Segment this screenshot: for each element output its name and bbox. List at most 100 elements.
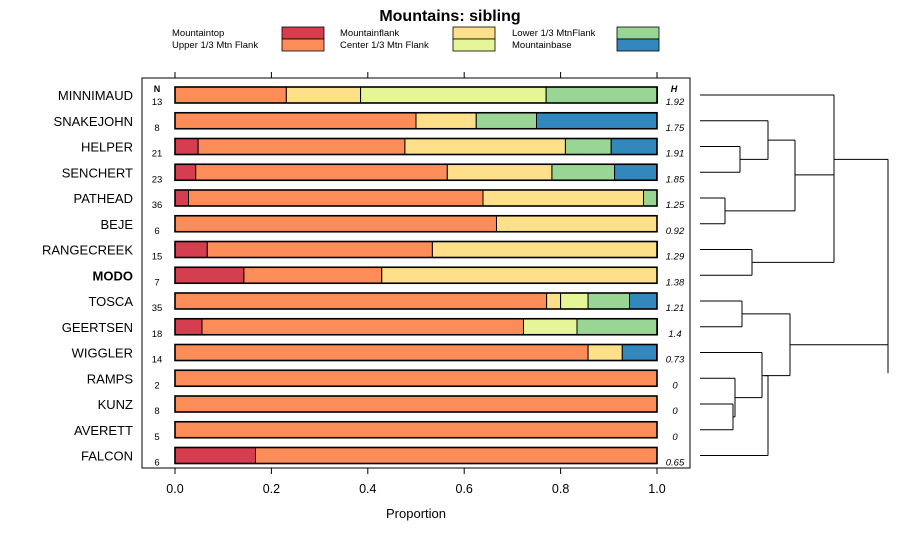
n-value-senchert: 23 — [152, 174, 163, 185]
bar-segment-modo-upper-1-3-mtn-flank — [243, 266, 383, 284]
n-value-averett: 5 — [154, 432, 159, 443]
bar-outline-geertsen — [174, 317, 658, 336]
bar-outline-helper — [174, 137, 658, 156]
bar-segment-averett-upper-1-3-mtn-flank — [174, 421, 658, 439]
bar-segment-snakejohn-mountainbase — [536, 112, 658, 130]
row-label-averett: AVERETT — [74, 423, 133, 438]
legend-label-upper-1-3-mtn-flank: Upper 1/3 Mtn Flank — [172, 40, 258, 51]
bar-segment-tosca-mountainflank — [546, 292, 562, 310]
n-value-geertsen: 18 — [152, 329, 163, 340]
bar-segment-modo-mountainflank — [381, 266, 658, 284]
bar-segment-wiggler-mountainbase — [621, 344, 658, 361]
h-value-geertsen: 1.4 — [668, 329, 681, 340]
bar-segment-snakejohn-lower-1-3-mtnflank — [475, 112, 537, 130]
bar-outline-beje — [174, 214, 658, 233]
bar-segment-snakejohn-upper-1-3-mtn-flank — [174, 112, 417, 130]
bar-segment-geertsen-upper-1-3-mtn-flank — [201, 318, 524, 336]
h-value-helper: 1.91 — [666, 149, 685, 160]
bar-outline-averett — [174, 420, 658, 439]
h-value-snakejohn: 1.75 — [666, 123, 685, 134]
bar-segment-beje-upper-1-3-mtn-flank — [174, 215, 497, 233]
row-label-senchert: SENCHERT — [62, 165, 133, 180]
legend-swatch-upper-1-3-mtn-flank — [281, 38, 325, 52]
n-value-tosca: 35 — [152, 303, 163, 314]
row-label-snakejohn: SNAKEJOHN — [54, 114, 133, 129]
bar-segment-ramps-upper-1-3-mtn-flank — [174, 369, 658, 387]
row-label-minnimaud: MINNIMAUD — [58, 88, 133, 103]
row-label-pathead: PATHEAD — [74, 191, 133, 206]
row-label-rangecreek: RANGECREEK — [42, 243, 133, 258]
h-value-minnimaud: 1.92 — [666, 97, 685, 108]
bar-segment-senchert-mountainbase — [614, 163, 658, 181]
row-label-ramps: RAMPS — [87, 371, 134, 386]
bar-segment-senchert-mountainflank — [446, 163, 553, 181]
bar-segment-pathead-upper-1-3-mtn-flank — [187, 189, 484, 207]
row-label-beje: BEJE — [100, 217, 133, 232]
bar-segment-geertsen-mountaintop — [174, 318, 203, 336]
bar-outline-pathead — [174, 189, 658, 207]
n-value-beje: 6 — [154, 226, 159, 237]
bar-segment-falcon-upper-1-3-mtn-flank — [254, 447, 658, 464]
h-column-header: H — [671, 84, 678, 94]
bar-segment-minnimaud-center-1-3-mtn-flank — [360, 86, 547, 104]
h-value-senchert: 1.85 — [666, 174, 685, 185]
bar-outline-minnimaud — [174, 86, 658, 104]
n-value-pathead: 36 — [152, 200, 163, 211]
n-value-falcon: 6 — [154, 458, 159, 469]
n-value-rangecreek: 15 — [152, 252, 163, 263]
legend-label-mountaintop: Mountaintop — [172, 28, 224, 39]
h-value-rangecreek: 1.29 — [666, 252, 685, 263]
x-tick-label-5: 1.0 — [648, 482, 665, 496]
n-value-minnimaud: 13 — [152, 97, 163, 108]
bar-segment-beje-mountainflank — [495, 215, 658, 233]
legend-label-mountainbase: Mountainbase — [512, 40, 572, 51]
h-value-averett: 0 — [672, 432, 678, 443]
bar-outline-rangecreek — [174, 240, 658, 259]
bar-segment-helper-upper-1-3-mtn-flank — [197, 138, 406, 155]
bar-segment-tosca-mountainbase — [629, 292, 658, 310]
legend-swatch-center-1-3-mtn-flank — [452, 38, 496, 52]
bar-segment-helper-mountainbase — [610, 138, 658, 155]
bar-segment-kunz-upper-1-3-mtn-flank — [174, 395, 658, 413]
bar-segment-modo-mountaintop — [174, 266, 245, 284]
x-tick-label-4: 0.8 — [552, 482, 569, 496]
legend-swatch-mountaintop — [281, 26, 325, 40]
x-tick-label-1: 0.2 — [263, 482, 280, 496]
h-value-beje: 0.92 — [666, 226, 685, 237]
n-value-snakejohn: 8 — [154, 123, 159, 134]
bar-outline-senchert — [174, 163, 658, 182]
legend-swatch-mountainbase — [616, 38, 660, 52]
bar-segment-senchert-upper-1-3-mtn-flank — [195, 163, 448, 181]
h-value-modo: 1.38 — [666, 277, 685, 288]
bar-outline-snakejohn — [174, 111, 658, 130]
n-value-ramps: 2 — [154, 380, 159, 391]
bar-segment-tosca-lower-1-3-mtnflank — [587, 292, 631, 310]
h-value-kunz: 0 — [672, 406, 678, 417]
bar-segment-rangecreek-mountaintop — [174, 241, 208, 258]
bar-segment-pathead-mountainflank — [482, 189, 645, 207]
h-value-tosca: 1.21 — [666, 303, 685, 314]
bar-outline-kunz — [174, 395, 658, 413]
bars-layer — [174, 86, 658, 465]
bar-outline-modo — [174, 266, 658, 285]
bar-segment-helper-lower-1-3-mtnflank — [564, 138, 612, 155]
bar-segment-tosca-center-1-3-mtn-flank — [560, 292, 589, 310]
x-tick-label-3: 0.6 — [456, 482, 473, 496]
n-value-helper: 21 — [152, 149, 163, 160]
h-value-falcon: 0.65 — [666, 458, 685, 469]
bar-segment-snakejohn-mountainflank — [415, 112, 477, 130]
plot-frame — [141, 77, 691, 469]
bar-segment-helper-mountainflank — [404, 138, 566, 155]
bar-segment-tosca-upper-1-3-mtn-flank — [174, 292, 548, 310]
h-value-ramps: 0 — [672, 380, 678, 391]
bar-segment-minnimaud-mountainflank — [285, 86, 362, 104]
bar-segment-wiggler-mountainflank — [587, 344, 623, 361]
legend-label-lower-1-3-mtnflank: Lower 1/3 MtnFlank — [512, 28, 596, 39]
bar-segment-wiggler-upper-1-3-mtn-flank — [174, 344, 589, 361]
x-axis: 0.0 0.2 0.4 0.6 0.8 1.0 — [166, 72, 666, 496]
bar-segment-pathead-lower-1-3-mtnflank — [643, 189, 658, 207]
bar-segment-senchert-lower-1-3-mtnflank — [551, 163, 616, 181]
chart-title: Mountains: sibling — [379, 8, 520, 25]
